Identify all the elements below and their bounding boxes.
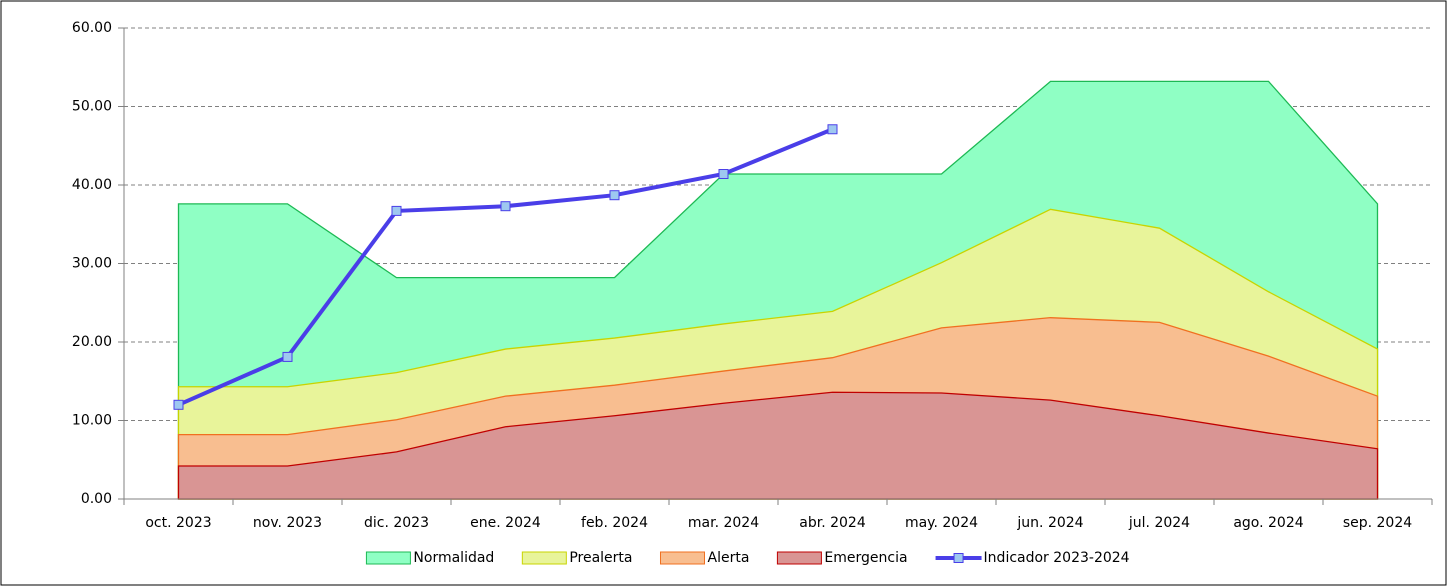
- x-tick-label: ago. 2024: [1233, 515, 1303, 531]
- legend-swatch: [953, 553, 964, 563]
- x-tick-label: nov. 2023: [253, 515, 322, 531]
- marker: [173, 399, 184, 410]
- x-tick-label: feb. 2024: [581, 515, 648, 531]
- legend-label: Indicador 2023-2024: [984, 550, 1130, 566]
- marker: [718, 169, 729, 180]
- y-tick-label: 40.00: [72, 177, 112, 193]
- x-tick-label: jul. 2024: [1128, 515, 1190, 531]
- marker: [282, 351, 293, 362]
- legend-label: Prealerta: [569, 550, 632, 566]
- x-tick-label: jun. 2024: [1016, 515, 1083, 531]
- y-tick-label: 0.00: [81, 491, 112, 507]
- y-tick-label: 10.00: [72, 413, 112, 429]
- legend-label: Alerta: [707, 550, 749, 566]
- legend-swatch: [659, 551, 705, 565]
- area: [177, 391, 1379, 500]
- x-tick-label: dic. 2023: [364, 515, 429, 531]
- marker: [500, 201, 511, 212]
- legend-swatch: [776, 551, 822, 565]
- x-tick-label: oct. 2023: [145, 515, 211, 531]
- x-tick-label: abr. 2024: [799, 515, 866, 531]
- x-tick-label: sep. 2024: [1343, 515, 1412, 531]
- y-tick-label: 50.00: [72, 99, 112, 115]
- x-tick-label: ene. 2024: [470, 515, 541, 531]
- marker: [391, 205, 402, 216]
- x-tick-label: may. 2024: [905, 515, 978, 531]
- y-tick-label: 30.00: [72, 256, 112, 272]
- legend: Normalidad Prealerta Alerta Emergencia Indic…: [365, 550, 1130, 566]
- legend-label: Emergencia: [824, 550, 907, 566]
- legend-swatch: [521, 551, 567, 565]
- marker: [609, 190, 620, 201]
- x-tick-label: mar. 2024: [688, 515, 759, 531]
- legend-swatch: [365, 551, 411, 565]
- marker: [827, 124, 838, 135]
- y-tick-label: 60.00: [72, 20, 112, 36]
- legend-label: Normalidad: [413, 550, 494, 566]
- y-tick-label: 20.00: [72, 334, 112, 350]
